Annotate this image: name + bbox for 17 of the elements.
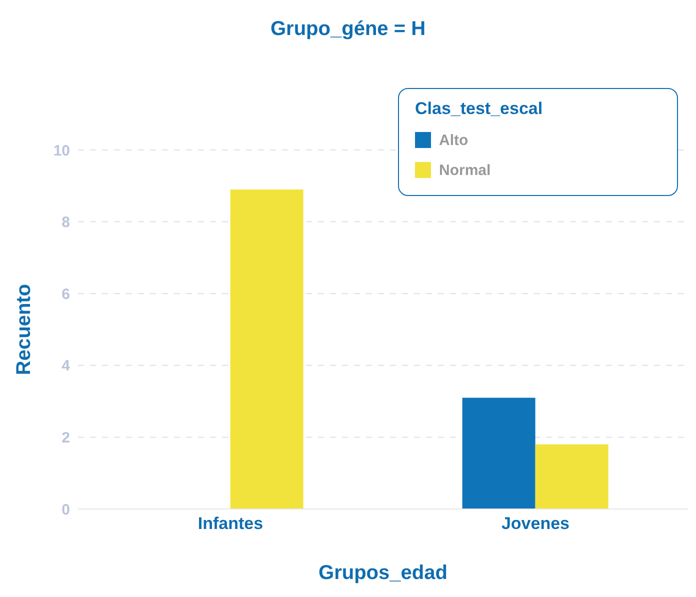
chart-title: Grupo_géne = H	[269, 18, 427, 41]
legend-label: Normal	[438, 160, 492, 180]
y-tick-label: 0	[62, 501, 70, 518]
y-tick-label: 4	[62, 358, 71, 375]
bar	[535, 444, 608, 509]
legend-label: Alto	[438, 130, 470, 150]
x-tick-label: Jovenes	[501, 514, 570, 534]
y-tick-label: 8	[62, 214, 70, 232]
y-tick-label: 2	[62, 430, 70, 447]
bar	[230, 189, 304, 509]
y-tick-label: 6	[62, 286, 70, 303]
legend-title: Clas_test_escal	[415, 99, 544, 119]
bar	[462, 398, 536, 509]
y-tick-label: 10	[53, 142, 70, 160]
y-axis-title: Recuento	[13, 284, 36, 376]
x-tick-label: Infantes	[198, 514, 264, 534]
x-axis-title: Grupos_edad	[318, 562, 448, 584]
